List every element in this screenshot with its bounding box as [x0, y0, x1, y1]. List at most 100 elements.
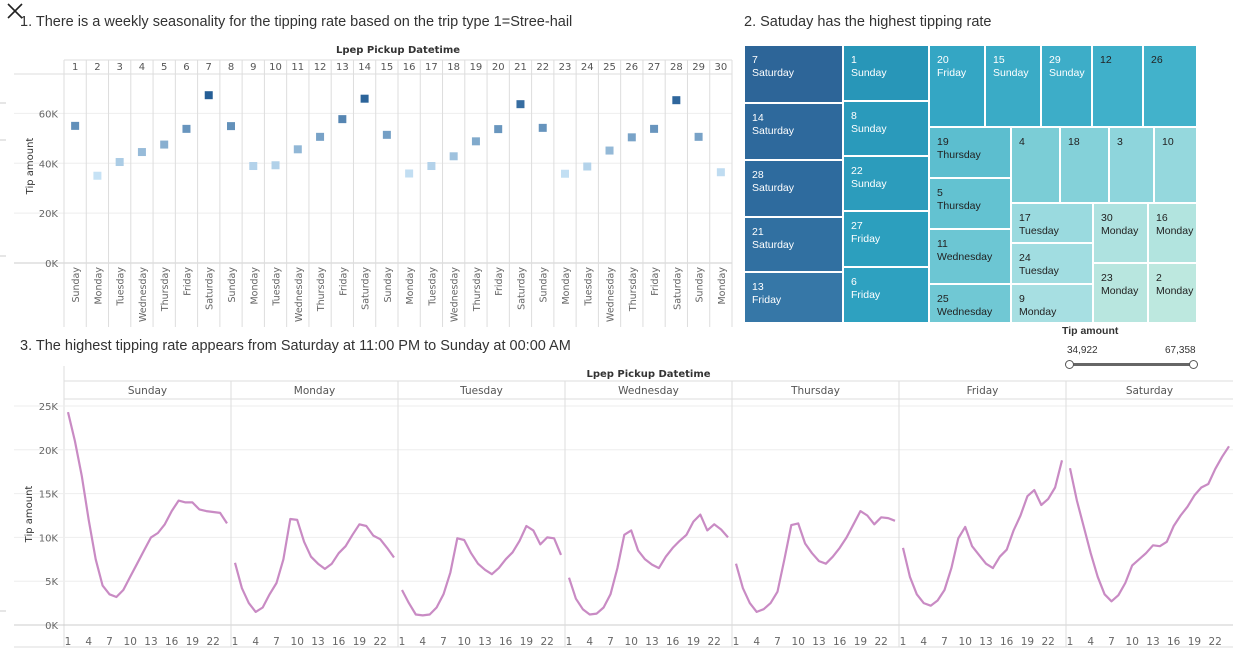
treemap-cell-day-1[interactable]: 1 Sunday	[843, 45, 929, 101]
chart3-title: 3. The highest tipping rate appears from…	[20, 338, 571, 354]
treemap-cell-day-25[interactable]: 25 Wednesday	[929, 284, 1011, 323]
chart3-xtick-label: 16	[332, 636, 346, 648]
chart3-ytick-label: 25K	[39, 402, 59, 413]
chart3-ytick-label: 10K	[39, 533, 59, 544]
close-icon[interactable]	[6, 2, 24, 20]
treemap-cell-day-6[interactable]: 6 Friday	[843, 267, 929, 323]
chart3-xtick-label: 4	[419, 636, 426, 648]
treemap-cell-weekday-label: Thursday	[937, 200, 981, 212]
filter-max-handle[interactable]	[1189, 360, 1198, 369]
chart1-weekday-label: Saturday	[516, 267, 527, 310]
treemap-cell-weekday-label: Sunday	[993, 67, 1029, 79]
chart1-ytick-label: 0K	[45, 259, 58, 270]
treemap-cell-weekday-label: Monday	[1019, 306, 1057, 318]
treemap-cell-day-20[interactable]: 20 Friday	[929, 45, 985, 127]
chart3-ytick-label: 20K	[39, 446, 59, 457]
treemap-cell-weekday-label: Wednesday	[937, 306, 993, 318]
treemap-cell-day-label: 26	[1151, 54, 1163, 66]
treemap-cell-day-3[interactable]: 3	[1109, 127, 1154, 203]
chart3-ytick-label: 5K	[45, 577, 58, 588]
treemap-cell-day-7[interactable]: 7 Saturday	[744, 45, 843, 103]
chart1-day-label: 29	[692, 62, 705, 73]
treemap-cell-day-24[interactable]: 24 Tuesday	[1011, 243, 1093, 284]
treemap-cell-day-28[interactable]: 28 Saturday	[744, 160, 843, 217]
chart1-day-label: 27	[648, 62, 661, 73]
chart1-day-label: 7	[206, 62, 212, 73]
chart3-xtick-label: 22	[373, 636, 386, 648]
chart3-xtick-label: 19	[353, 636, 366, 648]
treemap-cell-day-8[interactable]: 8 Sunday	[843, 101, 929, 156]
treemap-cell-day-27[interactable]: 27 Friday	[843, 211, 929, 267]
treemap-cell-day-15[interactable]: 15 Sunday	[985, 45, 1041, 127]
treemap-cell-day-19[interactable]: 19 Thursday	[929, 127, 1011, 178]
treemap-cell-day-14[interactable]: 14 Saturday	[744, 103, 843, 160]
chart1-point	[293, 145, 302, 154]
filter-track[interactable]	[1070, 363, 1194, 366]
chart1-point	[115, 158, 124, 167]
treemap-cell-day-11[interactable]: 11 Wednesday	[929, 229, 1011, 284]
treemap-cell-day-17[interactable]: 17 Tuesday	[1011, 203, 1093, 243]
treemap-cell-day-30[interactable]: 30 Monday	[1093, 203, 1148, 263]
chart1-weekday-label: Monday	[249, 267, 260, 305]
chart3-xtick-label: 22	[1208, 636, 1221, 648]
chart1-point	[271, 161, 280, 170]
treemap-cell-day-label: 2	[1156, 272, 1162, 284]
chart3-xtick-label: 22	[874, 636, 887, 648]
chart1-day-label: 8	[228, 62, 234, 73]
treemap-cell-day-label: 7	[752, 54, 758, 66]
treemap-cell-day-label: 15	[993, 54, 1005, 66]
chart3-xtick-label: 7	[273, 636, 280, 648]
treemap-cell-day-5[interactable]: 5 Thursday	[929, 178, 1011, 229]
treemap-cell-day-label: 10	[1162, 136, 1174, 148]
chart1-day-label: 11	[291, 62, 304, 73]
chart1-ytick-label: 20K	[39, 209, 59, 220]
treemap-cell-weekday-label: Monday	[1156, 285, 1194, 297]
chart1-day-label: 28	[670, 62, 683, 73]
treemap-cell-day-label: 25	[937, 293, 949, 305]
treemap-cell-day-21[interactable]: 21 Saturday	[744, 217, 843, 272]
chart1-day-label: 21	[514, 62, 527, 73]
chart3-xtick-label: 7	[774, 636, 781, 648]
chart3-xtick-label: 10	[959, 636, 972, 648]
treemap-cell-weekday-label: Saturday	[752, 239, 795, 251]
chart1-day-label: 15	[380, 62, 393, 73]
chart3-xtick-label: 10	[625, 636, 638, 648]
chart3-xtick-label: 19	[854, 636, 867, 648]
treemap-cell-day-2[interactable]: 2 Monday	[1148, 263, 1197, 323]
treemap-cell-day-9[interactable]: 9 Monday	[1011, 284, 1093, 323]
chart1-point	[650, 124, 659, 133]
treemap-cell-day-13[interactable]: 13 Friday	[744, 272, 843, 323]
chart3-panel-label: Tuesday	[459, 385, 503, 397]
treemap-cell-weekday-label: Friday	[937, 67, 967, 79]
chart3-xtick-label: 16	[666, 636, 680, 648]
chart1-day-label: 5	[161, 62, 167, 73]
treemap-xlabel: Tip amount	[1062, 325, 1119, 337]
treemap-cell-day-16[interactable]: 16 Monday	[1148, 203, 1197, 263]
chart1-weekday-label: Friday	[182, 267, 193, 296]
treemap-cell-day-26[interactable]: 26	[1143, 45, 1197, 127]
chart1-weekday-label: Friday	[650, 267, 661, 296]
chart1-xlabel: Lpep Pickup Datetime	[336, 45, 460, 56]
left-edge-marks	[0, 102, 6, 612]
chart1-point	[249, 162, 258, 171]
treemap-cell-day-10[interactable]: 10	[1154, 127, 1197, 203]
treemap-cell-day-18[interactable]: 18	[1060, 127, 1109, 203]
chart1-day-label: 6	[183, 62, 189, 73]
chart3-panel-label: Saturday	[1126, 385, 1173, 397]
filter-min-handle[interactable]	[1065, 360, 1074, 369]
treemap-cell-day-label: 18	[1068, 136, 1080, 148]
chart3-xtick-label: 13	[1146, 636, 1159, 648]
treemap-cell-day-4[interactable]: 4	[1011, 127, 1060, 203]
chart1-weekday-label: Thursday	[628, 267, 639, 313]
chart3-xtick-label: 16	[1000, 636, 1014, 648]
chart3-series-line-tuesday	[401, 524, 563, 617]
treemap-cell-day-29[interactable]: 29 Sunday	[1041, 45, 1092, 127]
chart1-point	[716, 168, 725, 177]
treemap-cell-day-12[interactable]: 12	[1092, 45, 1143, 127]
chart1-point	[360, 94, 369, 103]
treemap-cell-day-22[interactable]: 22 Sunday	[843, 156, 929, 211]
treemap-cell-weekday-label: Monday	[1156, 225, 1194, 237]
chart1-point	[338, 115, 347, 124]
chart1-day-label: 30	[714, 62, 727, 73]
treemap-cell-day-23[interactable]: 23 Monday	[1093, 263, 1148, 323]
